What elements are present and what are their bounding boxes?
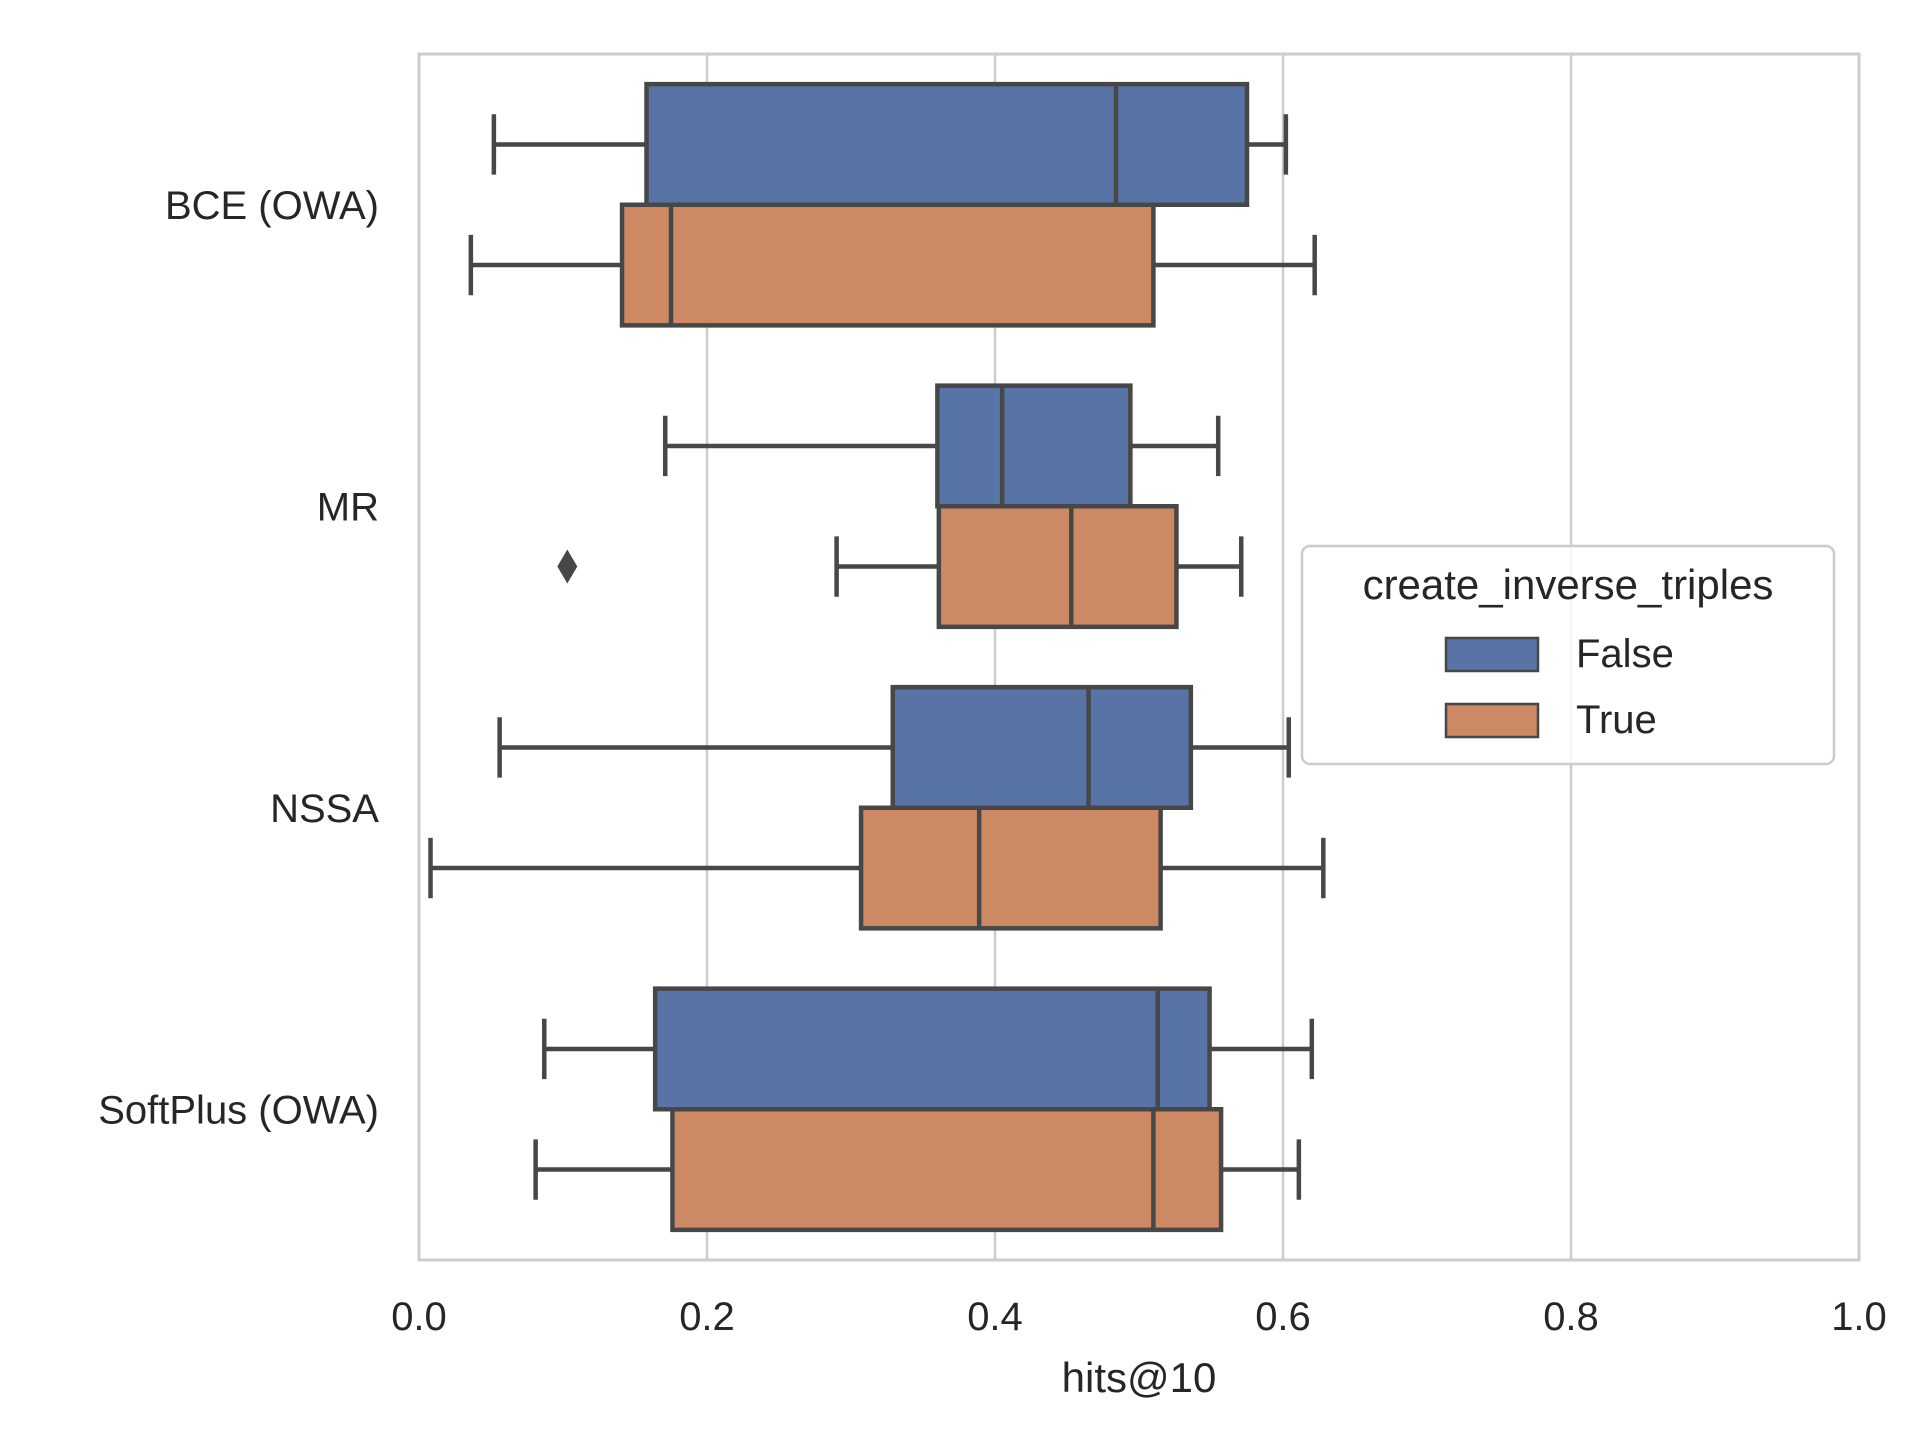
y-category-label: MR [317,485,379,529]
iqr-box [655,989,1209,1110]
x-axis-title: hits@10 [1062,1354,1217,1401]
iqr-box [893,687,1191,808]
box-false-3 [544,989,1312,1110]
legend-swatch-true [1446,704,1538,737]
x-tick-label: 0.0 [391,1295,447,1339]
iqr-box [861,808,1161,929]
x-tick-label: 0.4 [967,1295,1023,1339]
x-tick-label: 0.8 [1543,1295,1599,1339]
x-tick-label: 1.0 [1831,1295,1887,1339]
legend-label-true: True [1576,698,1657,742]
iqr-box [939,506,1177,627]
iqr-box [647,84,1247,205]
iqr-box [622,205,1153,326]
y-category-label: NSSA [270,787,379,831]
legend-swatch-false [1446,638,1538,671]
x-tick-label: 0.6 [1255,1295,1311,1339]
legend-label-false: False [1576,632,1674,676]
iqr-box [937,386,1130,507]
y-category-label: SoftPlus (OWA) [98,1088,379,1132]
x-tick-label: 0.2 [679,1295,735,1339]
y-category-label: BCE (OWA) [165,184,379,228]
iqr-box [672,1109,1221,1230]
legend: create_inverse_triples False True [1302,546,1834,764]
legend-title: create_inverse_triples [1363,561,1774,608]
